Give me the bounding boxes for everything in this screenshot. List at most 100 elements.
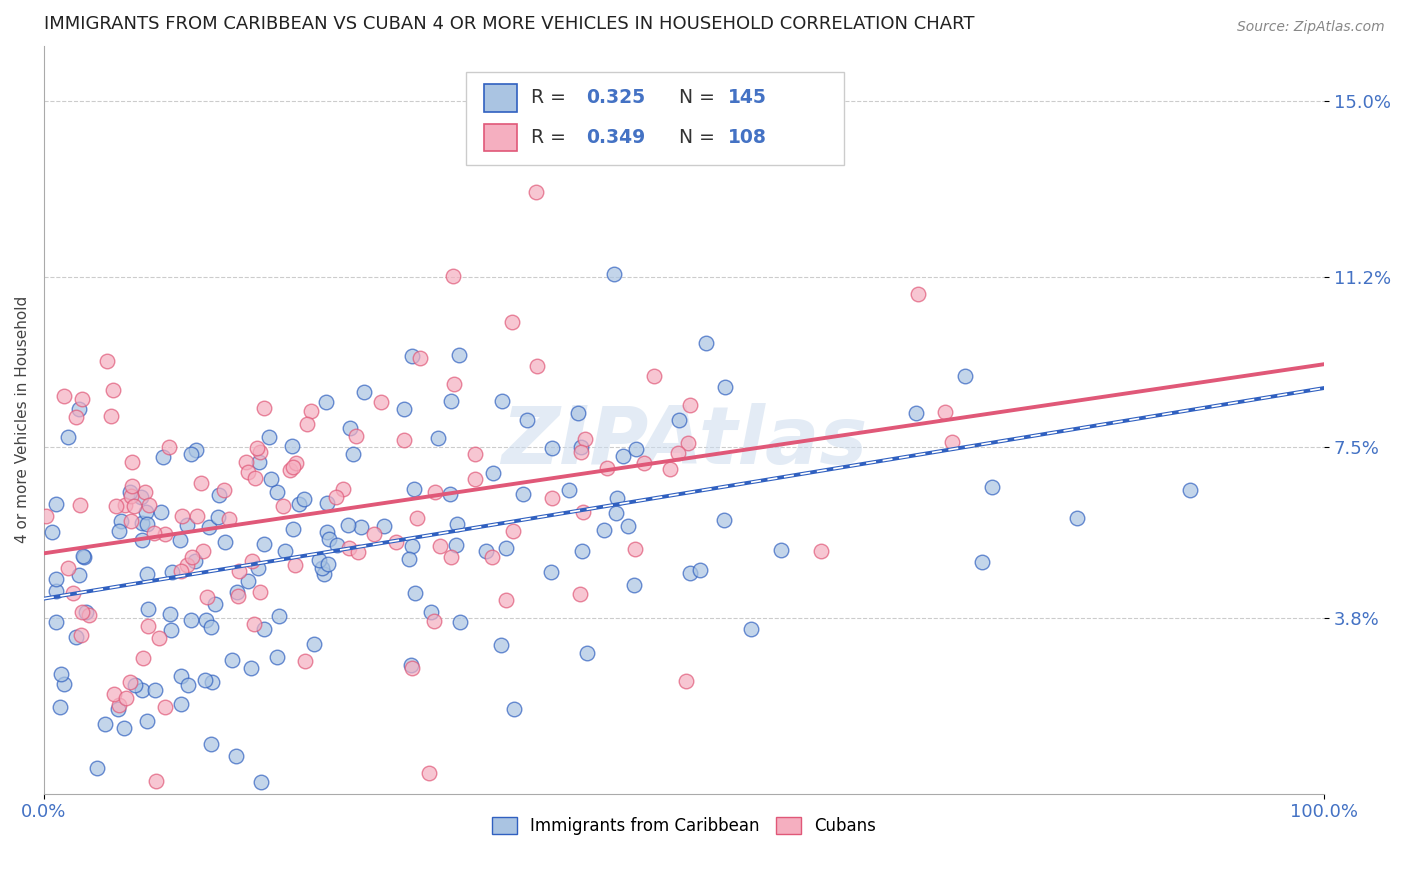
Point bbox=[249, 585, 271, 599]
Point bbox=[623, 578, 645, 592]
Point bbox=[281, 439, 304, 453]
Point bbox=[350, 520, 373, 534]
Point bbox=[153, 700, 176, 714]
Point bbox=[399, 658, 422, 673]
Point bbox=[170, 564, 193, 578]
Point bbox=[810, 544, 832, 558]
Y-axis label: 4 or more Vehicles in Household: 4 or more Vehicles in Household bbox=[15, 296, 30, 543]
Point bbox=[339, 420, 361, 434]
Point bbox=[495, 592, 517, 607]
Point bbox=[316, 524, 339, 539]
Point bbox=[225, 748, 247, 763]
Point bbox=[571, 544, 593, 558]
Point bbox=[398, 552, 420, 566]
Point bbox=[138, 498, 160, 512]
Text: Source: ZipAtlas.com: Source: ZipAtlas.com bbox=[1237, 20, 1385, 34]
Point bbox=[353, 385, 375, 400]
Point bbox=[423, 485, 446, 500]
Point bbox=[302, 637, 325, 651]
Point bbox=[266, 649, 288, 664]
Point bbox=[274, 544, 297, 558]
Point bbox=[110, 514, 132, 528]
Point bbox=[418, 765, 440, 780]
Point bbox=[176, 518, 198, 533]
Point bbox=[541, 441, 564, 455]
Point bbox=[540, 566, 562, 580]
Point bbox=[332, 482, 354, 496]
Point bbox=[115, 690, 138, 705]
Point bbox=[344, 429, 367, 443]
Point bbox=[941, 435, 963, 450]
Point bbox=[238, 574, 260, 589]
Point bbox=[157, 440, 180, 454]
Point bbox=[228, 564, 250, 578]
Point bbox=[1178, 483, 1201, 498]
Point bbox=[204, 598, 226, 612]
Point bbox=[124, 678, 146, 692]
Point bbox=[567, 406, 589, 420]
Point bbox=[404, 585, 426, 599]
Point bbox=[190, 475, 212, 490]
Point bbox=[152, 450, 174, 464]
Point bbox=[281, 522, 304, 536]
Point bbox=[512, 487, 534, 501]
Point bbox=[489, 639, 512, 653]
Point bbox=[172, 509, 194, 524]
Point bbox=[225, 585, 247, 599]
Point bbox=[281, 459, 304, 474]
Text: IMMIGRANTS FROM CARIBBEAN VS CUBAN 4 OR MORE VEHICLES IN HOUSEHOLD CORRELATION C: IMMIGRANTS FROM CARIBBEAN VS CUBAN 4 OR … bbox=[44, 15, 974, 33]
Point bbox=[342, 447, 364, 461]
Point bbox=[240, 554, 263, 568]
Point bbox=[401, 661, 423, 675]
Point bbox=[569, 587, 592, 601]
Point bbox=[77, 607, 100, 622]
Point bbox=[541, 491, 564, 506]
Point bbox=[299, 403, 322, 417]
Point bbox=[409, 351, 432, 366]
Point bbox=[136, 714, 159, 728]
Point bbox=[195, 591, 218, 605]
Point bbox=[446, 516, 468, 531]
Point bbox=[603, 268, 626, 282]
Point bbox=[108, 524, 131, 538]
Point bbox=[250, 774, 273, 789]
Point bbox=[208, 487, 231, 501]
Point bbox=[145, 774, 167, 789]
Point bbox=[447, 348, 470, 362]
Point bbox=[572, 506, 595, 520]
Point bbox=[134, 485, 156, 500]
Point bbox=[668, 413, 690, 427]
Point bbox=[132, 650, 155, 665]
Point bbox=[314, 567, 336, 582]
Point bbox=[195, 613, 218, 627]
Point bbox=[592, 523, 614, 537]
Point bbox=[316, 495, 339, 509]
Point bbox=[907, 287, 929, 301]
Point bbox=[245, 471, 267, 485]
Point bbox=[569, 445, 592, 459]
Point bbox=[107, 702, 129, 716]
Point bbox=[401, 349, 423, 363]
Point bbox=[212, 483, 235, 497]
Point bbox=[49, 700, 72, 714]
Point bbox=[73, 549, 96, 564]
Point bbox=[318, 557, 340, 571]
FancyBboxPatch shape bbox=[467, 72, 844, 165]
Point bbox=[278, 463, 301, 477]
Point bbox=[970, 555, 993, 569]
Point bbox=[44, 584, 66, 599]
Point bbox=[384, 534, 406, 549]
Point bbox=[104, 500, 127, 514]
Point bbox=[336, 518, 359, 533]
Point bbox=[238, 465, 260, 479]
Point bbox=[440, 393, 463, 408]
Point bbox=[70, 628, 93, 642]
Point bbox=[72, 549, 94, 563]
Point bbox=[401, 539, 423, 553]
Point bbox=[953, 369, 976, 384]
Point bbox=[475, 543, 498, 558]
Point bbox=[679, 566, 702, 581]
Point bbox=[253, 401, 276, 415]
Point bbox=[624, 442, 647, 456]
Point bbox=[121, 479, 143, 493]
